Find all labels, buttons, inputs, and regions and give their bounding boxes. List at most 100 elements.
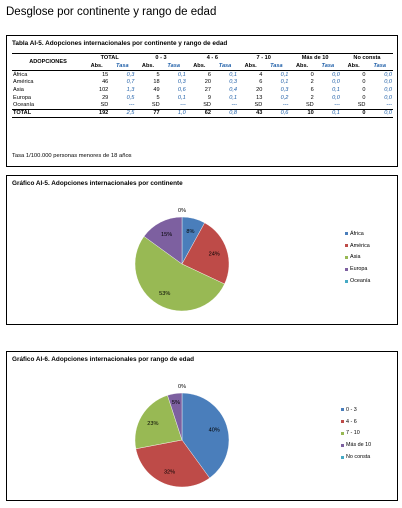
pie-slice-3 <box>167 392 183 441</box>
tasa-cell: 0,1 <box>177 94 186 101</box>
tasa-cell: 0,1 <box>314 108 341 118</box>
abs-cell: 192 <box>84 108 110 118</box>
legend-label: 0 - 3 <box>346 406 357 413</box>
pie-data-label: 24% <box>209 252 220 258</box>
table-row: Oceanía SD --- SD --- SD --- SD --- SD --- SD --- <box>12 102 393 110</box>
subheader-tasa: Tasa <box>314 62 341 71</box>
subheader-tasa: Tasa <box>263 62 290 71</box>
abs-cell: 62 <box>186 108 212 118</box>
pie-data-label: 53% <box>159 291 170 297</box>
tasa-cell: 0,3 <box>177 79 186 86</box>
tasa-cell: 0,1 <box>280 79 289 86</box>
tasa-cell: 0,5 <box>126 94 135 101</box>
legend-item: Oceanía <box>345 275 370 287</box>
pie-slice-3 <box>143 216 183 265</box>
pie-chart-age: 40% 32% 23% 5% 0% <box>134 384 230 488</box>
tasa-cell: 0,0 <box>366 108 393 118</box>
chart-legend: África América Asia Europa Oceanía <box>345 228 370 287</box>
abs-cell: 9 <box>207 94 211 101</box>
row-label: África <box>13 71 28 78</box>
pie-data-label: 15% <box>161 232 172 238</box>
adoptions-table: ADOPCIONES TOTAL 0 - 3 4 - 6 7 - 10 Más … <box>12 53 393 118</box>
abs-cell: 18 <box>153 79 160 86</box>
chart-title: Gráfico AI-5. Adopciones internacionales… <box>12 180 183 187</box>
abs-cell: 2 <box>310 94 314 101</box>
tasa-cell: 2,5 <box>109 108 136 118</box>
abs-cell: SD <box>100 102 109 109</box>
table-subheader-row: Abs. Tasa Abs. Tasa Abs. Tasa Abs. Tasa Abs. Tasa… <box>12 62 393 71</box>
tasa-cell: 0,0 <box>384 86 392 93</box>
group-header: No consta <box>340 53 393 63</box>
row-label: Europa <box>13 94 32 101</box>
abs-cell: 49 <box>153 86 160 93</box>
chart-title: Gráfico AI-6. Adopciones internacionales… <box>12 356 195 363</box>
tasa-cell: 0,7 <box>126 79 135 86</box>
group-header: 0 - 3 <box>135 53 187 63</box>
subheader-tasa: Tasa <box>109 62 136 71</box>
table-panel: Tabla AI-5. Adopciones internacionales p… <box>6 35 398 167</box>
subheader-tasa: Tasa <box>160 62 187 71</box>
legend-item: Europa <box>345 263 370 275</box>
tasa-cell: 1,3 <box>126 86 135 93</box>
abs-cell: 4 <box>259 71 263 78</box>
legend-marker <box>341 420 344 424</box>
tasa-cell: 0,1 <box>332 86 340 93</box>
legend-label: 7 - 10 <box>346 430 360 437</box>
row-label: América <box>13 79 34 86</box>
legend-marker <box>345 267 348 271</box>
row-label: Oceanía <box>13 102 35 109</box>
chart-panel-continent: Gráfico AI-5. Adopciones internacionales… <box>6 175 398 325</box>
legend-item: Asia <box>345 252 370 264</box>
pie-data-label: 8% <box>186 229 194 235</box>
legend-item: África <box>345 228 370 240</box>
pie-data-label: 0% <box>178 208 186 214</box>
table-row: América 46 0,7 18 0,3 20 0,3 6 0,1 2 0,0 0 0,0 <box>12 78 393 86</box>
legend-item: 7 - 10 <box>341 428 371 440</box>
row-label: Asia <box>13 86 24 93</box>
pie-slice-1 <box>135 439 210 488</box>
legend-marker <box>341 455 344 459</box>
legend-marker <box>345 244 348 248</box>
abs-cell: 0 <box>340 108 367 118</box>
legend-item: Más de 10 <box>341 439 371 451</box>
tasa-cell: 0,1 <box>229 71 238 78</box>
pie-data-label: 23% <box>147 421 158 427</box>
abs-cell: 6 <box>310 86 314 93</box>
subheader-tasa: Tasa <box>211 62 239 71</box>
tasa-cell: --- <box>180 102 186 109</box>
group-header: 4 - 6 <box>186 53 239 63</box>
tasa-cell: 0,3 <box>229 79 238 86</box>
abs-cell: 0 <box>362 94 366 101</box>
tasa-cell: 0,6 <box>263 108 290 118</box>
legend-item: América <box>345 240 370 252</box>
abs-cell: 0 <box>310 71 314 78</box>
legend-marker <box>341 408 344 412</box>
subheader-abs: Abs. <box>289 62 315 71</box>
pie-slice-2 <box>134 236 225 312</box>
tasa-cell: 0,6 <box>177 86 186 93</box>
legend-label: Más de 10 <box>346 442 372 449</box>
abs-cell: 6 <box>207 71 211 78</box>
abs-cell: 13 <box>256 94 263 101</box>
abs-cell: 102 <box>98 86 109 93</box>
tasa-cell: 0,0 <box>332 71 340 78</box>
legend-label: América <box>350 242 370 249</box>
abs-cell: 43 <box>238 108 264 118</box>
abs-cell: 20 <box>256 86 263 93</box>
abs-cell: 77 <box>135 108 161 118</box>
abs-cell: 5 <box>156 94 160 101</box>
legend-marker <box>345 255 348 259</box>
pie-data-label: 0% <box>178 384 186 390</box>
tasa-cell: 0,0 <box>332 79 340 86</box>
legend-label: África <box>350 230 364 237</box>
abs-cell: SD <box>254 102 263 109</box>
tasa-cell: 0,3 <box>280 86 289 93</box>
abs-cell: 29 <box>102 94 109 101</box>
chart-legend: 0 - 3 4 - 6 7 - 10 Más de 10 No consta <box>341 404 371 463</box>
legend-marker <box>345 232 348 236</box>
subheader-abs: Abs. <box>84 62 110 71</box>
tasa-cell: 0,2 <box>280 94 289 101</box>
pie-slice-0 <box>181 392 230 479</box>
tasa-cell: 0,1 <box>177 71 186 78</box>
abs-cell: 0 <box>362 79 366 86</box>
